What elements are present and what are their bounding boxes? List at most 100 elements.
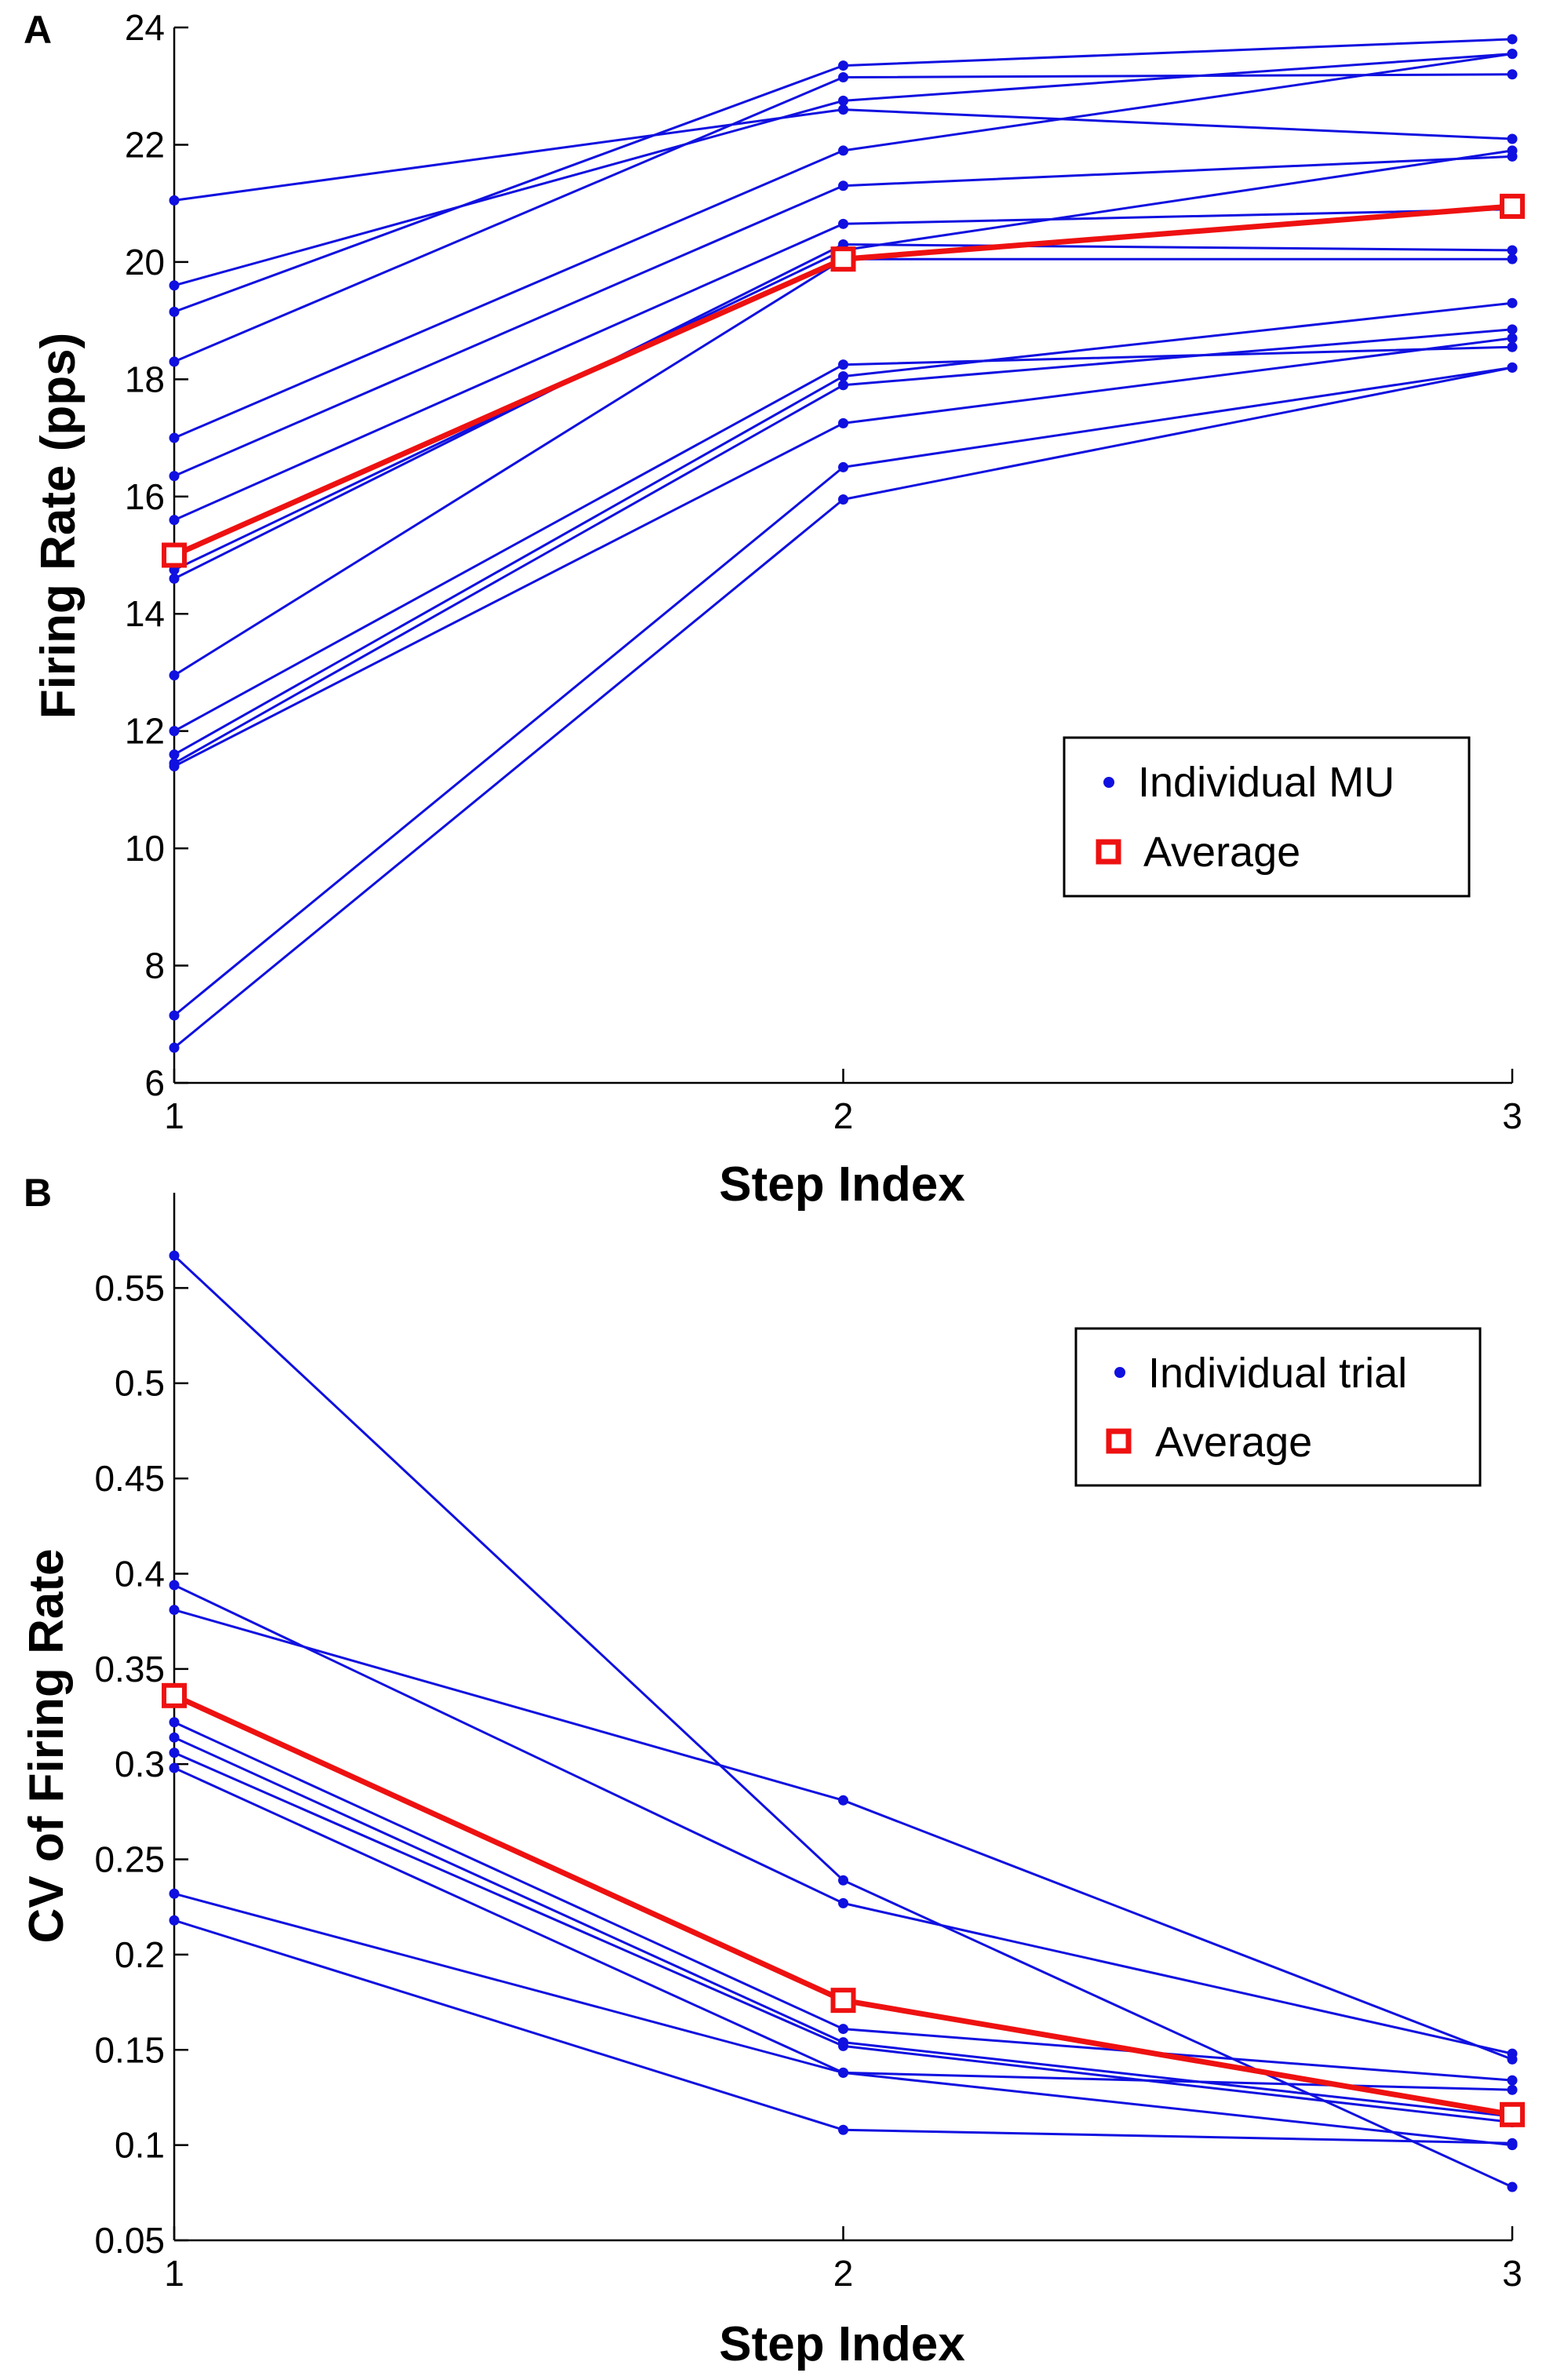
panel-b-individual-point <box>1507 2084 1518 2095</box>
panel-b-individual-point <box>838 2124 848 2135</box>
panel-b-x-tick-label: 3 <box>1502 2253 1522 2294</box>
panel-b-individual-point <box>838 1875 848 1886</box>
panel-a-individual-point <box>838 417 848 428</box>
panel-b-letter: B <box>24 1171 52 1215</box>
panel-a-individual-point <box>1507 49 1518 60</box>
panel-a-individual-point <box>1507 34 1518 45</box>
panel-a-y-tick-label: 14 <box>125 593 165 634</box>
panel-b-x-tick-label: 2 <box>833 2253 854 2294</box>
panel-a-individual-point <box>838 145 848 156</box>
panel-a-individual-point <box>838 359 848 370</box>
panel-b-individual-point <box>169 1762 180 1773</box>
panel-a-legend-square-marker <box>1096 839 1121 865</box>
panel-a-individual-point <box>1507 297 1518 308</box>
panel-b-individual-point <box>169 1717 180 1728</box>
panel-b: B 0.05 0.1 0.15 0.2 0.25 0.3 0.35 0.4 0.45 0.5 0.5… <box>20 1171 1525 2371</box>
panel-a-x-tick-label: 2 <box>833 1095 854 1136</box>
panel-a-individual-line <box>173 73 1513 363</box>
panel-b-individual-line <box>173 1766 1513 2147</box>
panel-a-individual-point <box>169 471 180 482</box>
panel-b-individual-point <box>1507 2054 1518 2065</box>
panel-b-individual-point <box>838 1897 848 1908</box>
panel-a-individual-point <box>169 356 180 367</box>
panel-a-legend-box <box>1063 736 1471 898</box>
panel-a-y-tick-label: 8 <box>144 946 165 986</box>
panel-a-individual-point <box>169 749 180 760</box>
panel-a-individual-point <box>169 573 180 584</box>
panel-a-individual-point <box>1507 341 1518 352</box>
panel-a-individual-point <box>1507 145 1518 156</box>
panel-a-individual-point <box>1507 333 1518 344</box>
panel-a-individual-point <box>1507 362 1518 373</box>
panel-b-y-tick-label: 0.55 <box>94 1267 165 1308</box>
panel-b-lines <box>162 1250 1525 2192</box>
panel-a-x-tick-label: 1 <box>164 1095 184 1136</box>
panel-a-individual-point <box>169 761 180 771</box>
panel-a-individual-point <box>838 218 848 229</box>
panel-b-axes: 0.05 0.1 0.15 0.2 0.25 0.3 0.35 0.4 0.45 0.5 0.55 1… <box>94 1193 1522 2294</box>
panel-a-legend-dot-marker <box>1103 777 1114 788</box>
panel-b-legend-individual: Individual trial <box>1148 1350 1407 1397</box>
panel-a-individual-point <box>1507 324 1518 335</box>
panel-b-y-tick-label: 0.1 <box>115 2125 165 2166</box>
panel-b-individual-point <box>169 1250 180 1261</box>
panel-b-individual-point <box>169 1732 180 1743</box>
panel-b-individual-point <box>1507 2181 1518 2192</box>
panel-b-individual-point <box>169 1605 180 1616</box>
panel-b-legend: Individual trial Average <box>1074 1327 1482 1487</box>
panel-a-y-tick-label: 20 <box>125 242 165 282</box>
panel-b-individual-point <box>838 2024 848 2035</box>
panel-b-individual-point <box>169 1748 180 1759</box>
panel-a-individual-point <box>838 60 848 71</box>
panel-a-individual-point <box>838 380 848 391</box>
panel-a-x-tick-label: 3 <box>1502 1095 1522 1136</box>
panel-b-y-tick-label: 0.2 <box>115 1934 165 1975</box>
panel-b-individual-point <box>1507 2075 1518 2086</box>
panel-a-individual-line <box>173 345 1513 733</box>
panel-a-y-axis-label: Firing Rate (pps) <box>31 333 86 720</box>
panel-a-lines <box>162 34 1525 1053</box>
panel-a-individual-point <box>838 95 848 106</box>
panel-a-individual-line <box>173 337 1513 767</box>
panel-b-average-marker <box>162 1682 187 1708</box>
panel-a-y-tick-label: 10 <box>125 828 165 869</box>
panel-a-individual-point <box>838 371 848 382</box>
panel-b-individual-point <box>1507 2138 1518 2149</box>
panel-b-individual-point <box>169 1888 180 1899</box>
panel-a-x-axis-label: Step Index <box>719 1157 965 1212</box>
panel-b-x-axis-label: Step Index <box>719 2317 965 2371</box>
panel-a-individual-point <box>169 306 180 317</box>
panel-a-average-marker <box>162 542 187 568</box>
panel-a-individual-point <box>169 195 180 206</box>
panel-b-y-tick-label: 0.4 <box>115 1553 165 1594</box>
panel-a-individual-point <box>838 461 848 472</box>
panel-a-legend-individual: Individual MU <box>1138 759 1395 806</box>
panel-b-legend-square-marker <box>1106 1428 1132 1454</box>
panel-a-individual-point <box>1507 245 1518 256</box>
panel-b-legend-dot-marker <box>1114 1367 1125 1378</box>
panel-a-individual-point <box>838 104 848 115</box>
panel-a-y-tick-label: 12 <box>125 711 165 752</box>
panel-a-individual-point <box>169 1042 180 1053</box>
panel-b-legend-box <box>1074 1327 1482 1487</box>
panel-b-individual-line <box>173 1736 1513 2118</box>
panel-b-y-tick-label: 0.15 <box>94 2029 165 2070</box>
panel-a-individual-line <box>173 328 1513 765</box>
panel-b-individual-point <box>169 1915 180 1926</box>
panel-b-individual-line <box>173 1751 1513 2123</box>
panel-a-y-tick-label: 22 <box>125 124 165 165</box>
panel-a-individual-point <box>169 432 180 443</box>
panel-b-y-tick-label: 0.25 <box>94 1839 165 1880</box>
panel-b-y-tick-label: 0.5 <box>115 1363 165 1404</box>
panel-a-individual-point <box>1507 133 1518 144</box>
panel-a-individual-point <box>838 180 848 191</box>
panel-a-individual-point <box>838 494 848 505</box>
panel-b-individual-point <box>838 2040 848 2051</box>
panel-b-x-tick-label: 1 <box>164 2253 184 2294</box>
panel-a-individual-point <box>169 726 180 737</box>
panel-b-y-tick-label: 0.35 <box>94 1649 165 1689</box>
panel-b-individual-point <box>838 1795 848 1806</box>
panel-a-y-tick-label: 6 <box>144 1062 165 1103</box>
